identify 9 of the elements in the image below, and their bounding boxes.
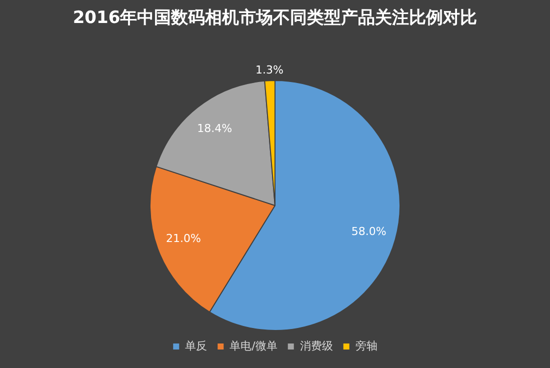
legend-label: 单电/微单 — [230, 339, 278, 352]
data-label: 58.0% — [351, 224, 386, 238]
data-label: 21.0% — [166, 232, 201, 245]
legend-label: 旁轴 — [355, 339, 378, 352]
legend-label: 单反 — [185, 339, 208, 352]
data-label: 18.4% — [197, 122, 232, 135]
data-label: 1.3% — [255, 63, 284, 76]
legend-label: 消费级 — [300, 339, 333, 352]
chart-title: 2016年中国数码相机市场不同类型产品关注比例对比 — [72, 7, 478, 30]
